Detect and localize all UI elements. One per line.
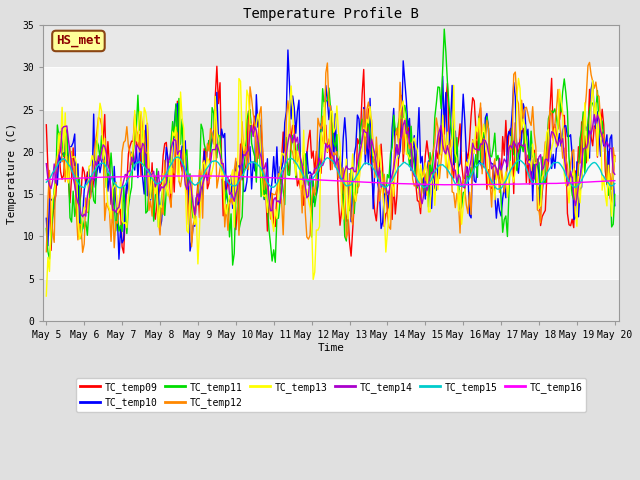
- Y-axis label: Temperature (C): Temperature (C): [7, 122, 17, 224]
- Bar: [44, 67, 620, 109]
- Text: HS_met: HS_met: [56, 35, 101, 48]
- Title: Temperature Profile B: Temperature Profile B: [243, 7, 419, 21]
- Bar: [44, 237, 620, 279]
- X-axis label: Time: Time: [318, 343, 345, 353]
- Legend: TC_temp09, TC_temp10, TC_temp11, TC_temp12, TC_temp13, TC_temp14, TC_temp15, TC_: TC_temp09, TC_temp10, TC_temp11, TC_temp…: [76, 378, 586, 412]
- Bar: [44, 152, 620, 194]
